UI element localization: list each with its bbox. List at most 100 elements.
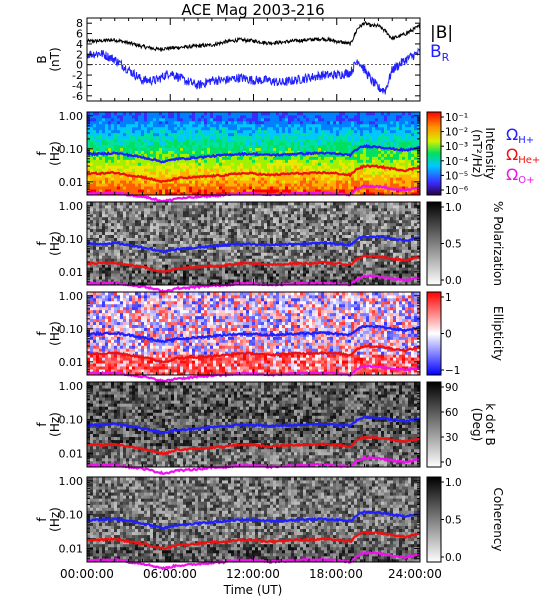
heatmap-cell [183, 153, 187, 157]
heatmap-cell [90, 132, 94, 137]
heatmap-cell [351, 165, 355, 169]
heatmap-cell [195, 144, 199, 148]
heatmap-cell [156, 150, 160, 154]
heatmap-cell [387, 120, 391, 125]
heatmap-cell [120, 159, 124, 163]
heatmap-cell [288, 150, 292, 154]
heatmap-cell [312, 177, 316, 181]
heatmap-cell [342, 186, 346, 190]
heatmap-cell [288, 135, 292, 140]
heatmap-cell [147, 126, 151, 131]
heatmap-cell [96, 258, 100, 262]
heatmap-cell [183, 252, 187, 256]
heatmap-cell [153, 189, 157, 193]
heatmap-cell [276, 177, 280, 181]
heatmap-cell [207, 225, 211, 230]
heatmap-cell [156, 216, 160, 221]
heatmap-cell [132, 138, 136, 143]
heatmap-cell [249, 174, 253, 178]
heatmap-cell [165, 138, 169, 143]
heatmap-cell [189, 228, 193, 233]
heatmap-cell [339, 138, 343, 143]
heatmap-cell [165, 237, 169, 241]
heatmap-cell [414, 165, 418, 169]
heatmap-cell [198, 150, 202, 154]
heatmap-cell [279, 156, 283, 160]
heatmap-cell [396, 153, 400, 157]
heatmap-cell [345, 180, 349, 184]
heatmap-cell [339, 174, 343, 178]
heatmap-cell [312, 129, 316, 134]
heatmap-cell [153, 216, 157, 221]
heatmap-cell [120, 249, 124, 253]
heatmap-cell [336, 174, 340, 178]
heatmap-cell [141, 126, 145, 131]
heatmap-cell [231, 144, 235, 148]
heatmap-cell [267, 141, 271, 145]
heatmap-cell [300, 123, 304, 128]
heatmap-cell [162, 117, 166, 122]
heatmap-cell [195, 135, 199, 140]
heatmap-cell [120, 216, 124, 221]
heatmap-cell [375, 153, 379, 157]
heatmap-cell [102, 150, 106, 154]
heatmap-cell [414, 183, 418, 187]
heatmap-cell [345, 165, 349, 169]
heatmap-cell [363, 126, 367, 131]
heatmap-cell [156, 240, 160, 244]
heatmap-cell [294, 114, 298, 119]
heatmap-cell [366, 174, 370, 178]
heatmap-cell [351, 126, 355, 131]
heatmap-cell [285, 123, 289, 128]
heatmap-cell [222, 219, 226, 224]
heatmap-cell [234, 210, 238, 215]
heatmap-cell [264, 168, 268, 172]
heatmap-cell [300, 162, 304, 166]
heatmap-cell [171, 270, 175, 274]
heatmap-cell [300, 180, 304, 184]
heatmap-cell [321, 141, 325, 145]
heatmap-cell [354, 174, 358, 178]
heatmap-cell [153, 135, 157, 140]
heatmap-cell [135, 138, 139, 143]
heatmap-cell [114, 183, 118, 187]
heatmap-cell [129, 150, 133, 154]
heatmap-cell [90, 255, 94, 259]
heatmap-cell [258, 219, 262, 224]
heatmap-cell [201, 228, 205, 233]
heatmap-cell [156, 135, 160, 140]
heatmap-cell [336, 135, 340, 140]
heatmap-cell [123, 246, 127, 250]
heatmap-cell [96, 202, 100, 206]
heatmap-cell [237, 147, 241, 151]
heatmap-cell [255, 204, 259, 209]
heatmap-cell [378, 168, 382, 172]
heatmap-cell [129, 141, 133, 145]
heatmap-cell [102, 276, 106, 280]
heatmap-cell [129, 138, 133, 143]
heatmap-cell [348, 112, 352, 116]
heatmap-cell [378, 123, 382, 128]
heatmap-cell [141, 258, 145, 262]
heatmap-cell [222, 216, 226, 221]
heatmap-cell [234, 246, 238, 250]
heatmap-cell [252, 202, 256, 206]
heatmap-cell [267, 156, 271, 160]
heatmap-cell [120, 132, 124, 137]
heatmap-cell [240, 189, 244, 193]
heatmap-cell [225, 202, 229, 206]
heatmap-cell [405, 159, 409, 163]
heatmap-cell [366, 141, 370, 145]
heatmap-cell [249, 267, 253, 271]
heatmap-cell [258, 177, 262, 181]
heatmap-cell [306, 144, 310, 148]
heatmap-cell [303, 132, 307, 137]
heatmap-cell [363, 171, 367, 175]
heatmap-cell [267, 135, 271, 140]
heatmap-cell [237, 204, 241, 209]
heatmap-cell [102, 120, 106, 125]
heatmap-cell [360, 141, 364, 145]
heatmap-cell [138, 273, 142, 277]
heatmap-cell [237, 117, 241, 122]
